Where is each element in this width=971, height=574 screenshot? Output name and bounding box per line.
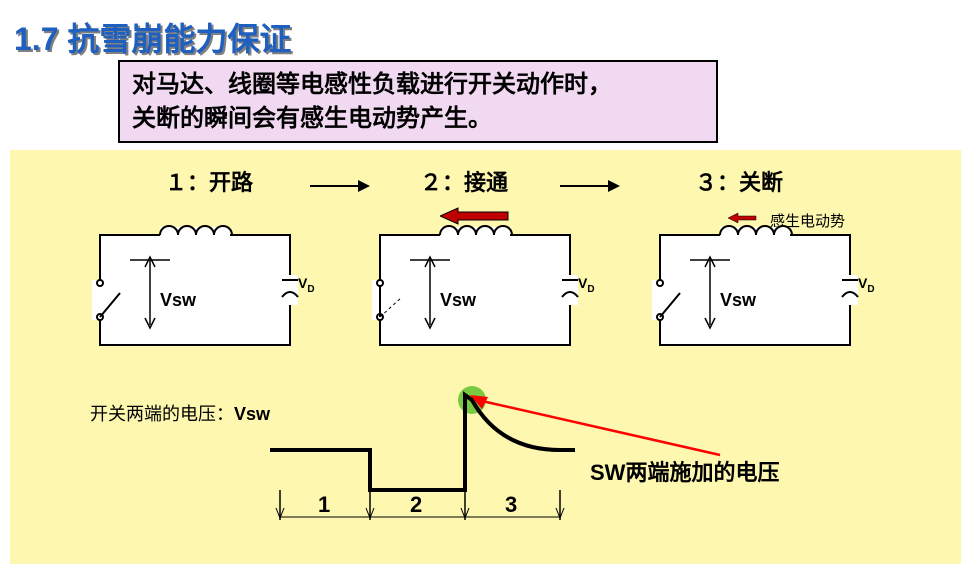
state-1-label: １：开路 [165, 165, 253, 197]
circuit-2-vsw: Vsw [440, 290, 476, 311]
circuit-1-vd: VD [298, 275, 315, 295]
circuit-2-vd: VD [578, 275, 595, 295]
vsw-caption-label: Vsw [234, 404, 270, 424]
circuit-1-vsw: Vsw [160, 290, 196, 311]
circuit-3 [650, 225, 870, 365]
vsw-caption: 开关两端的电压：Vsw [90, 400, 270, 426]
section-title: 1.7 抗雪崩能力保证 [14, 14, 291, 60]
vsw-caption-pre: 开关两端的电压： [90, 404, 234, 424]
circuit-2-current-arrow [440, 207, 510, 225]
info-line2: 关断的瞬间会有感生电动势产生。 [132, 105, 492, 132]
waveform-region-2: 2 [410, 492, 422, 518]
waveform-region-1: 1 [318, 492, 330, 518]
circuit-1 [90, 225, 310, 365]
circuit-2 [370, 225, 590, 365]
sw-voltage-annotation: SW两端施加的电压 [590, 455, 779, 487]
state-arrow-2 [560, 176, 620, 196]
info-box: 对马达、线圈等电感性负载进行开关动作时， 关断的瞬间会有感生电动势产生。 [118, 60, 718, 143]
state-arrow-1 [310, 176, 370, 196]
waveform-region-3: 3 [505, 492, 517, 518]
circuit-3-emf-arrow [728, 212, 758, 224]
state-3-label: ３：关断 [695, 165, 783, 197]
info-line1: 对马达、线圈等电感性负载进行开关动作时， [132, 71, 612, 98]
circuit-3-vsw: Vsw [720, 290, 756, 311]
circuit-3-vd: VD [858, 275, 875, 295]
state-2-label: ２：接通 [420, 165, 508, 197]
